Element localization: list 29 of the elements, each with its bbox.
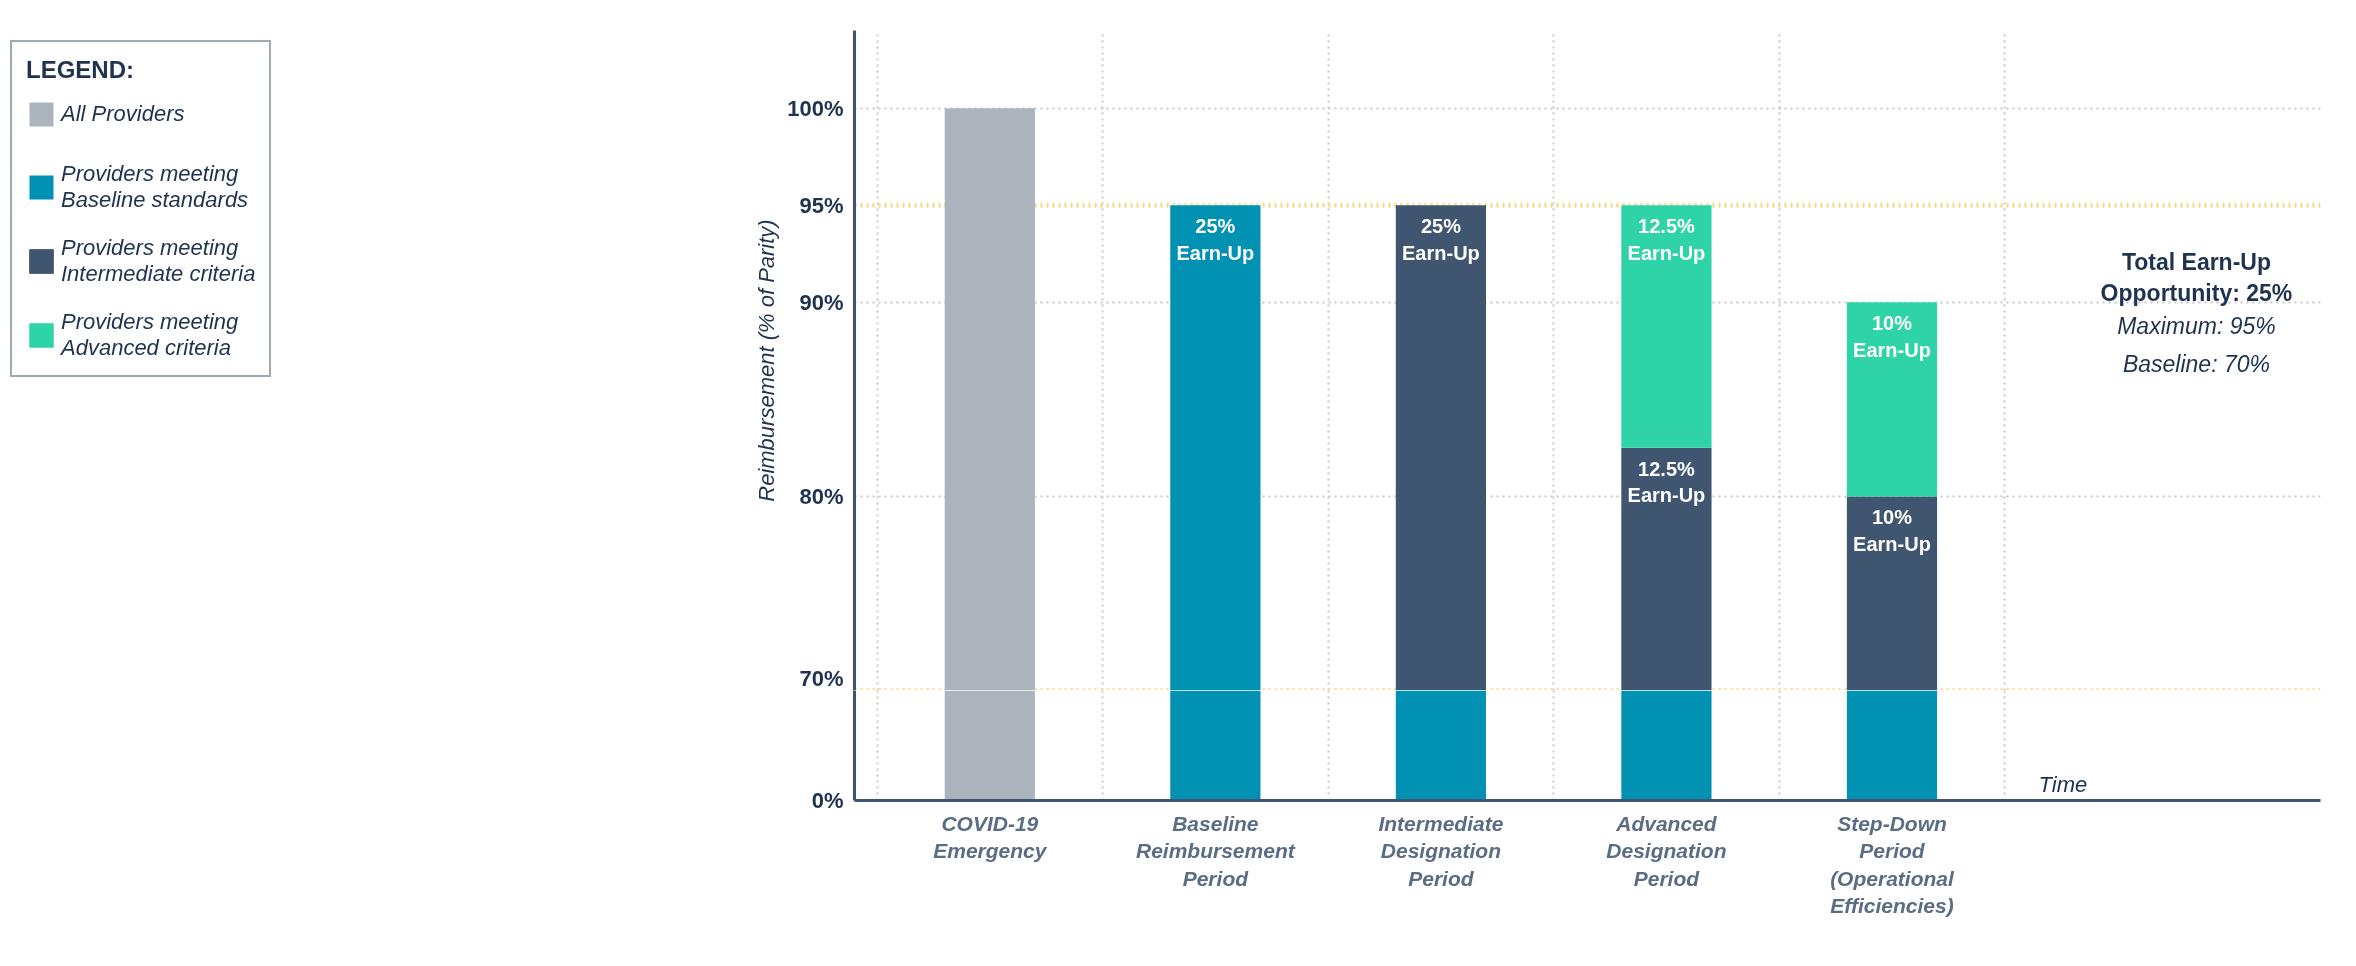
y-tick-label: 100% [787, 95, 844, 121]
text: Total Earn-Up Opportunity: 25% [2100, 248, 2293, 307]
y-tick-label: 95% [799, 192, 844, 218]
text: Maximum: 95% [2117, 312, 2276, 339]
data-label: 10% Earn-Up [1853, 312, 1931, 361]
x-tick-label: Step-Down Period (Operational Efficiencies) [1830, 811, 1955, 918]
data-label: 25% Earn-Up [1402, 215, 1480, 264]
x-tick-label: COVID-19 Emergency [933, 811, 1048, 863]
y-tick-label: 70% [799, 665, 844, 691]
legend-label: All Providers [61, 100, 185, 128]
data-label: 10% Earn-Up [1853, 506, 1931, 555]
legend-label: Providers meeting Intermediate criteria [61, 235, 256, 287]
legend-label: Providers meeting Baseline standards [61, 161, 249, 213]
data-label: 12.5% Earn-Up [1627, 457, 1706, 507]
x-tick-label: Advanced Designation Period [1606, 811, 1727, 890]
text: Baseline: 70% [2122, 350, 2270, 377]
y-tick-label: 80% [799, 483, 844, 509]
y-tick-label: 90% [799, 289, 844, 315]
bar [1621, 205, 1712, 448]
legend-title: LEGEND: [26, 56, 135, 84]
legend-label: Providers meeting Advanced criteria [61, 309, 239, 361]
bar [1846, 302, 1938, 497]
x-tick-label: Baseline Reimbursement Period [1136, 811, 1296, 890]
y-axis-title: Reimbursement (% of Parity) [754, 219, 780, 502]
text: 0% [811, 788, 844, 813]
data-label: 12.5% Earn-Up [1627, 215, 1706, 264]
data-label: 25% Earn-Up [1176, 215, 1255, 264]
x-tick-label: Intermediate Designation Period [1378, 811, 1504, 890]
x-axis-title: Time [2038, 771, 2088, 797]
